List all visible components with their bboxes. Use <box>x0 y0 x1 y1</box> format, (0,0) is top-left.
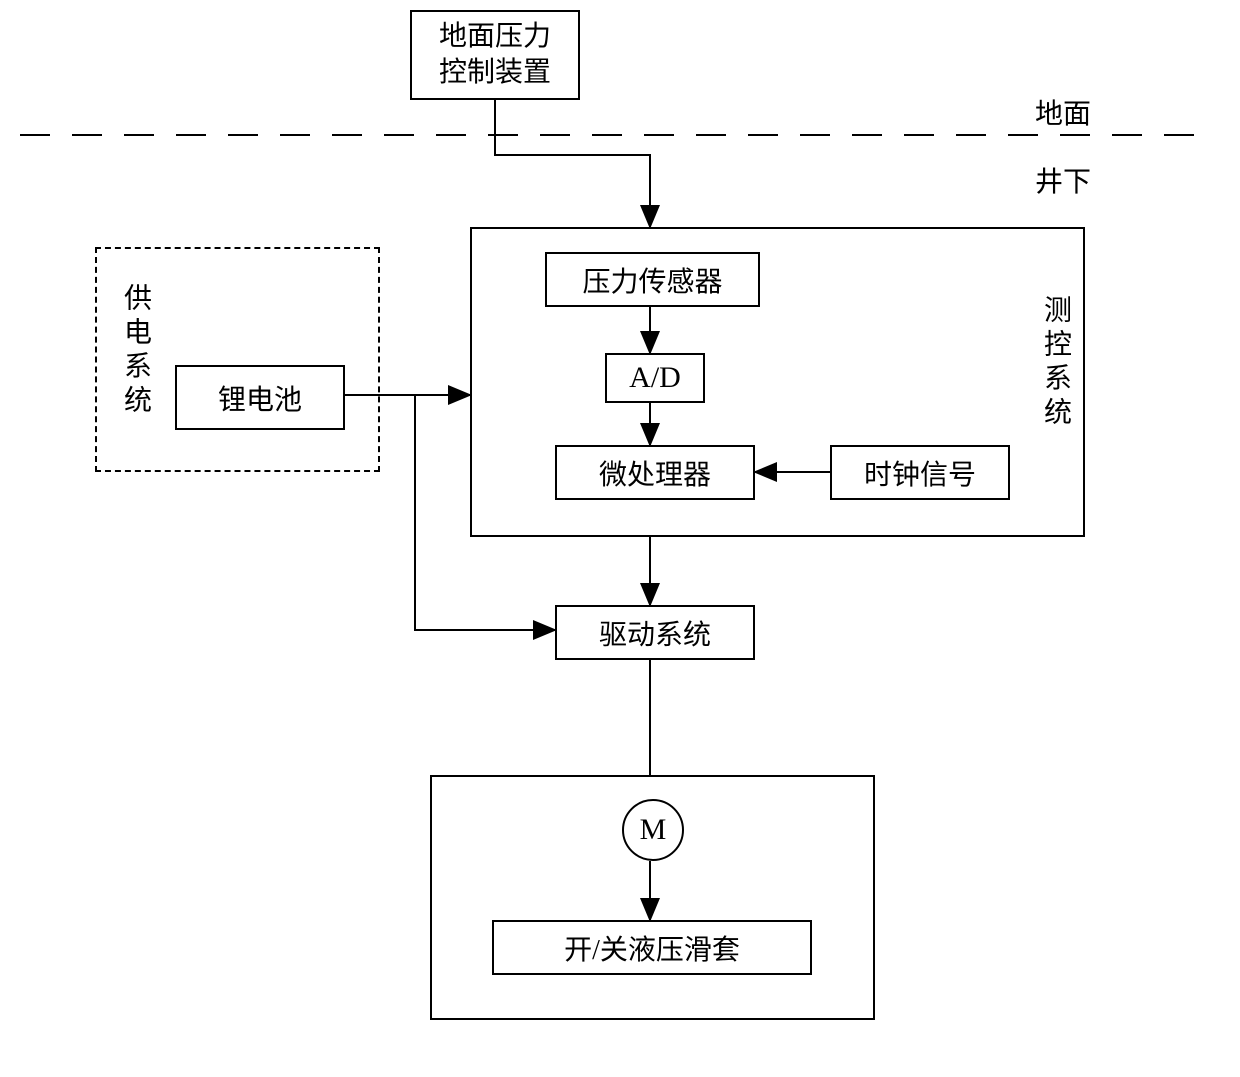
block-label: 时钟信号 <box>864 453 976 493</box>
block-drive-system: 驱动系统 <box>555 605 755 660</box>
block-motor: M <box>622 799 684 861</box>
block-label: M <box>640 813 667 847</box>
block-label: 驱动系统 <box>599 613 711 653</box>
block-label: 地面压力 控制装置 <box>439 19 551 92</box>
block-ground-pressure-control: 地面压力 控制装置 <box>410 10 580 100</box>
block-label: 压力传感器 <box>582 260 722 300</box>
block-pressure-sensor: 压力传感器 <box>545 252 760 307</box>
block-hydraulic-sleeve: 开/关液压滑套 <box>492 920 812 975</box>
block-battery: 锂电池 <box>175 365 345 430</box>
region-label-downhole: 井下 <box>1035 160 1091 200</box>
block-ad-converter: A/D <box>605 353 705 403</box>
block-label: 锂电池 <box>218 378 302 418</box>
block-label: A/D <box>629 361 681 395</box>
block-label: 微处理器 <box>599 453 711 493</box>
group-label-control: 测控系统 <box>1035 295 1075 431</box>
block-label: 开/关液压滑套 <box>564 928 740 968</box>
region-label-ground: 地面 <box>1035 92 1091 132</box>
group-label-power: 供电系统 <box>115 283 155 419</box>
block-clock-signal: 时钟信号 <box>830 445 1010 500</box>
block-microprocessor: 微处理器 <box>555 445 755 500</box>
